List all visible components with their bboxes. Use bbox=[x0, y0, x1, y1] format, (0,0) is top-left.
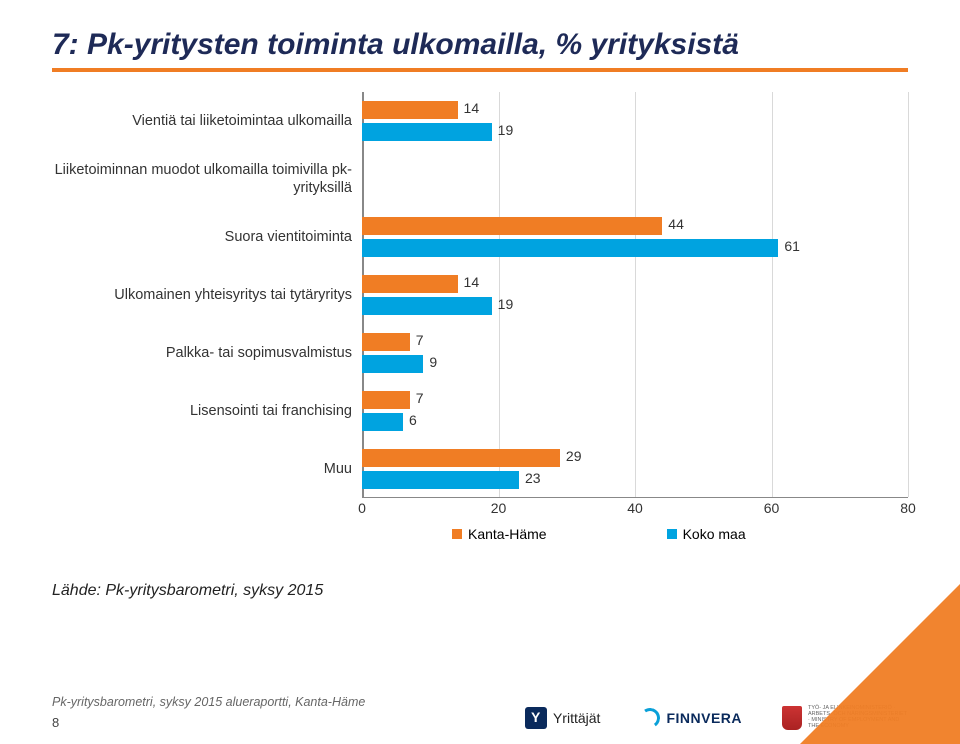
legend-item: Koko maa bbox=[667, 526, 746, 542]
ministry-crest-icon bbox=[782, 706, 802, 730]
yrittajat-mark-icon bbox=[525, 707, 547, 729]
chart-bar: 7 bbox=[362, 333, 410, 351]
chart-bar-group: 29 23 bbox=[362, 440, 908, 498]
chart-bar: 6 bbox=[362, 413, 403, 431]
footer-left: Pk-yritysbarometri, syksy 2015 aluerapor… bbox=[52, 695, 365, 730]
chart-bar: 23 bbox=[362, 471, 519, 489]
logo-finnvera-label: FINNVERA bbox=[666, 710, 742, 726]
chart-bar-group: 76 bbox=[362, 382, 908, 440]
chart-bar: 14 bbox=[362, 275, 458, 293]
chart-category-label: Suora vientitoiminta bbox=[52, 208, 362, 266]
chart-bar: 14 bbox=[362, 101, 458, 119]
legend-swatch-icon bbox=[452, 529, 462, 539]
legend-swatch-icon bbox=[667, 529, 677, 539]
title-rule bbox=[52, 68, 908, 72]
chart: Vientiä tai liiketoimintaa ulkomaillaLii… bbox=[52, 92, 908, 542]
chart-category-label: Palkka- tai sopimusvalmistus bbox=[52, 324, 362, 382]
chart-bar: 9 bbox=[362, 355, 423, 373]
chart-bar-group: 44 61 bbox=[362, 208, 908, 266]
chart-bar-group: 14 19 bbox=[362, 92, 908, 150]
finnvera-arc-icon bbox=[639, 706, 662, 729]
legend-label: Kanta-Häme bbox=[468, 526, 547, 542]
chart-bar: 7 bbox=[362, 391, 410, 409]
chart-plot-area: 14194461141979762923 bbox=[362, 92, 908, 498]
logo-yrittajat-label: Yrittäjät bbox=[553, 710, 600, 726]
source-line: Lähde: Pk-yritysbarometri, syksy 2015 bbox=[52, 582, 908, 600]
report-line: Pk-yritysbarometri, syksy 2015 aluerapor… bbox=[52, 695, 365, 709]
chart-x-tick-label: 40 bbox=[627, 500, 643, 516]
chart-bar-value: 19 bbox=[498, 122, 514, 138]
chart-x-tick-label: 60 bbox=[764, 500, 780, 516]
chart-bar-value: 9 bbox=[429, 354, 437, 370]
chart-bar-value: 23 bbox=[525, 470, 541, 486]
legend-item: Kanta-Häme bbox=[452, 526, 547, 542]
chart-bar-group bbox=[362, 150, 908, 208]
chart-x-tick-label: 0 bbox=[358, 500, 366, 516]
chart-bar-value: 19 bbox=[498, 296, 514, 312]
chart-category-label: Muu bbox=[52, 440, 362, 498]
page-number: 8 bbox=[52, 715, 365, 730]
chart-legend: Kanta-Häme Koko maa bbox=[362, 526, 908, 542]
chart-x-ticks: 020406080 bbox=[362, 498, 908, 520]
chart-bar: 61 bbox=[362, 239, 778, 257]
chart-category-label: Ulkomainen yhteisyritys tai tytäryritys bbox=[52, 266, 362, 324]
slide: 7: Pk-yritysten toiminta ulkomailla, % y… bbox=[0, 0, 960, 744]
chart-bar-value: 7 bbox=[416, 332, 424, 348]
chart-bar-value: 14 bbox=[464, 274, 480, 290]
logo-finnvera: FINNVERA bbox=[640, 708, 742, 728]
legend-label: Koko maa bbox=[683, 526, 746, 542]
chart-category-label: Vientiä tai liiketoimintaa ulkomailla bbox=[52, 92, 362, 150]
chart-bar-value: 61 bbox=[784, 238, 800, 254]
chart-bar: 19 bbox=[362, 297, 492, 315]
chart-category-label: Liiketoiminnan muodot ulkomailla toimivi… bbox=[52, 150, 362, 208]
chart-category-label: Lisensointi tai franchising bbox=[52, 382, 362, 440]
chart-bar-value: 7 bbox=[416, 390, 424, 406]
chart-bar: 44 bbox=[362, 217, 662, 235]
page-title: 7: Pk-yritysten toiminta ulkomailla, % y… bbox=[52, 28, 908, 62]
chart-bar-value: 29 bbox=[566, 448, 582, 464]
chart-bar-value: 44 bbox=[668, 216, 684, 232]
corner-triangle-icon bbox=[800, 584, 960, 744]
chart-gridline bbox=[908, 92, 909, 497]
chart-bar-value: 14 bbox=[464, 100, 480, 116]
chart-plot: 14194461141979762923 020406080 Kanta-Häm… bbox=[362, 92, 908, 542]
chart-bar-value: 6 bbox=[409, 412, 417, 428]
logo-yrittajat: Yrittäjät bbox=[525, 707, 600, 729]
chart-bar: 29 bbox=[362, 449, 560, 467]
footer: Pk-yritysbarometri, syksy 2015 aluerapor… bbox=[52, 695, 908, 730]
chart-bar-group: 79 bbox=[362, 324, 908, 382]
chart-category-labels: Vientiä tai liiketoimintaa ulkomaillaLii… bbox=[52, 92, 362, 498]
chart-bar: 19 bbox=[362, 123, 492, 141]
chart-x-tick-label: 20 bbox=[491, 500, 507, 516]
chart-bar-group: 14 19 bbox=[362, 266, 908, 324]
chart-x-tick-label: 80 bbox=[900, 500, 916, 516]
